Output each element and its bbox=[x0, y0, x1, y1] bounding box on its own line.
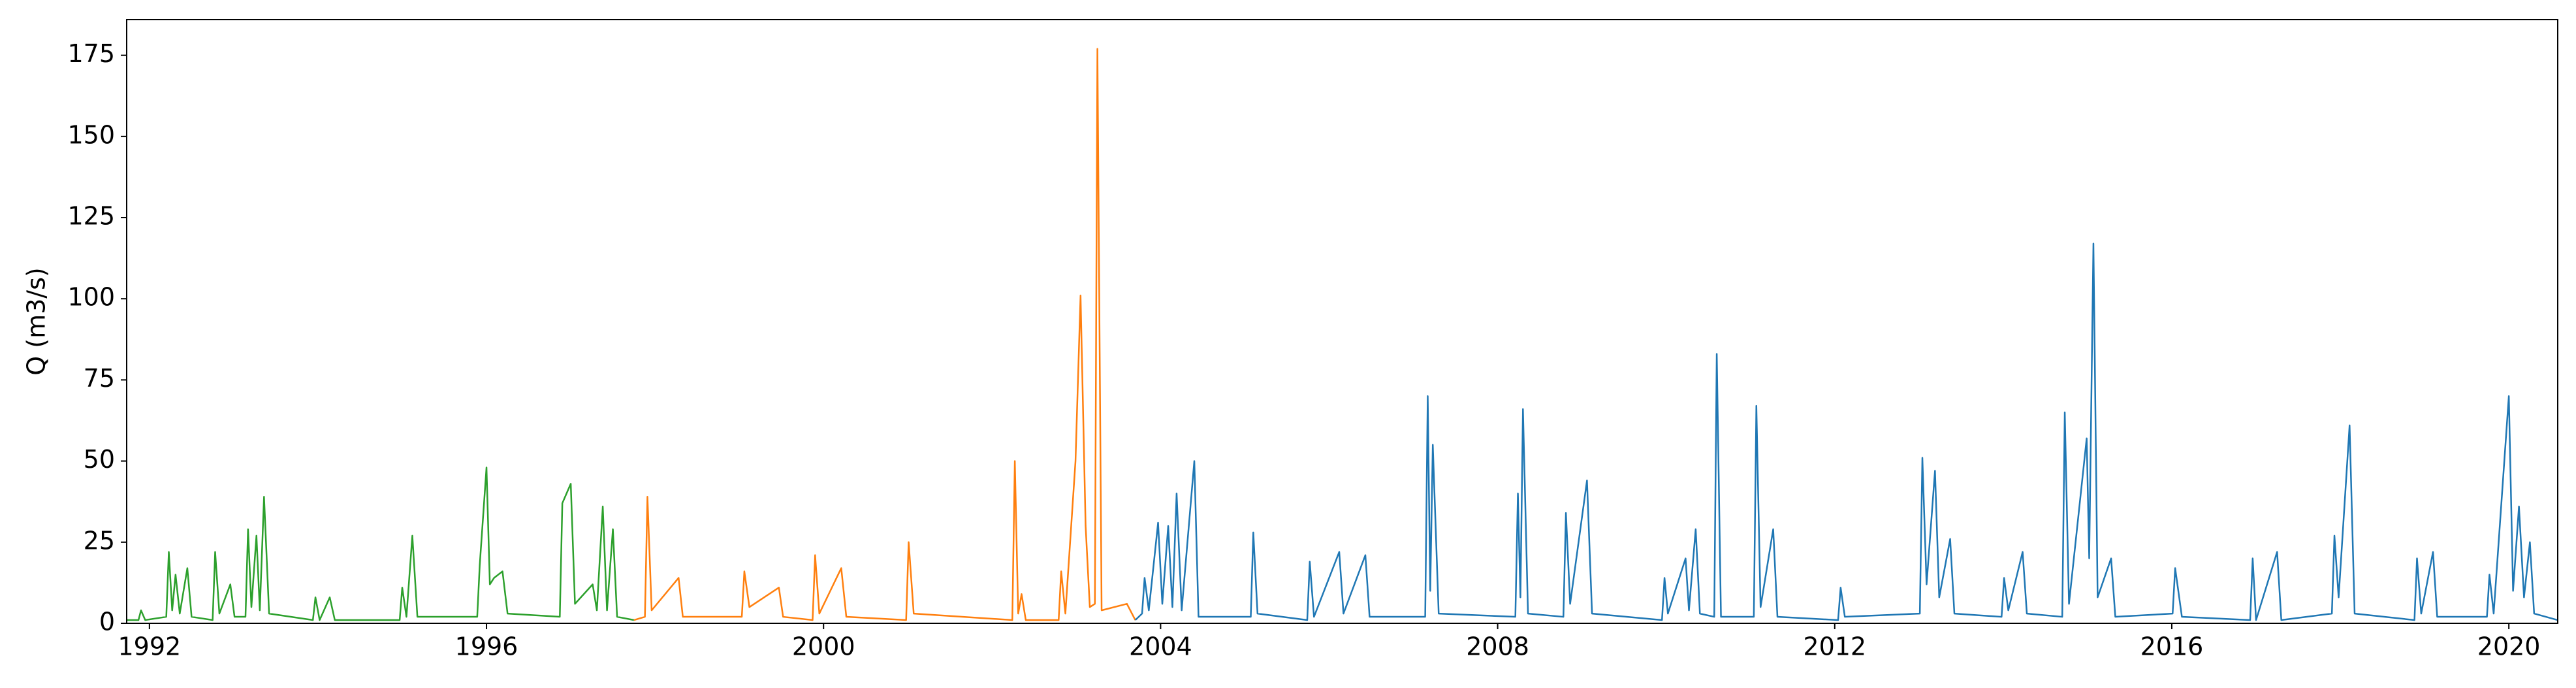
y-tick-label: 50 bbox=[84, 445, 115, 474]
series-line bbox=[127, 467, 635, 621]
plot-frame bbox=[126, 19, 2558, 624]
y-tick-label: 25 bbox=[84, 526, 115, 555]
x-tick-label: 2004 bbox=[1129, 632, 1192, 661]
x-tick-label: 2012 bbox=[1803, 632, 1866, 661]
x-tick-label: 2020 bbox=[2477, 632, 2541, 661]
x-tick-label: 2008 bbox=[1466, 632, 1529, 661]
x-tick-label: 2000 bbox=[792, 632, 855, 661]
series-line bbox=[1134, 242, 2558, 621]
y-axis-label: Q (m3/s) bbox=[22, 267, 51, 375]
y-tick-label: 150 bbox=[67, 120, 115, 149]
y-tick-label: 175 bbox=[67, 39, 115, 68]
series-line bbox=[633, 48, 1136, 621]
y-tick-label: 0 bbox=[99, 608, 115, 636]
y-tick-label: 125 bbox=[67, 202, 115, 231]
x-tick-label: 1996 bbox=[455, 632, 518, 661]
x-tick-label: 2016 bbox=[2140, 632, 2204, 661]
x-tick-label: 1992 bbox=[118, 632, 181, 661]
y-tick-label: 100 bbox=[67, 283, 115, 312]
y-tick-label: 75 bbox=[84, 364, 115, 393]
